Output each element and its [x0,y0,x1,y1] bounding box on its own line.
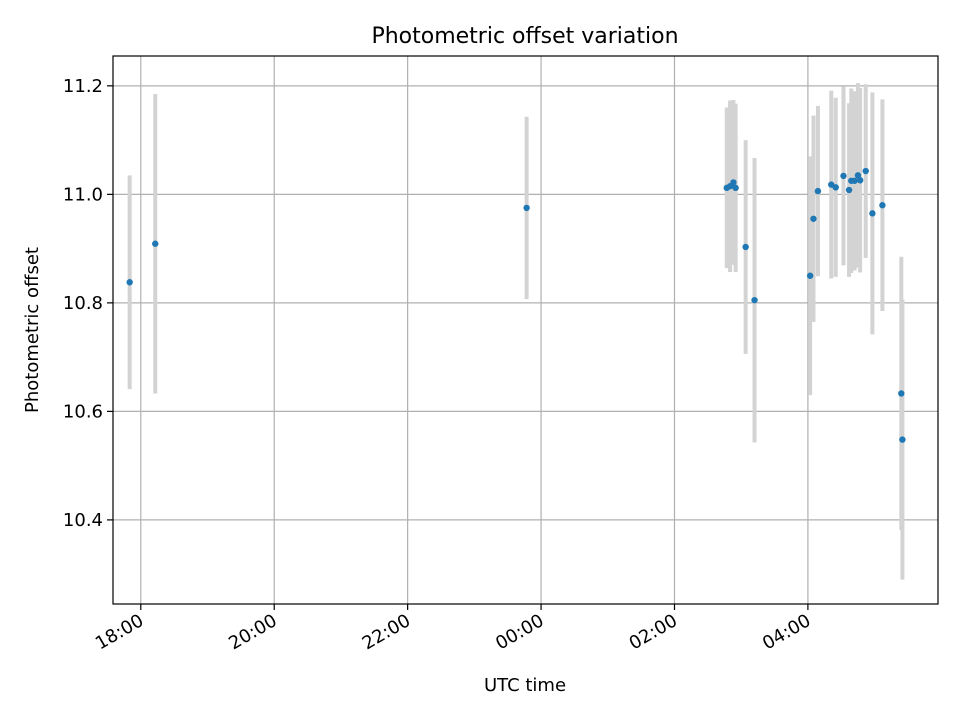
data-point [152,240,159,247]
data-point [810,215,817,222]
data-point [742,243,749,251]
data-point [845,186,853,194]
data-point [806,272,814,279]
x-axis-title: UTC time [484,675,566,696]
chart-title: Photometric offset variation [371,24,678,49]
y-tick-label: 10.4 [63,510,103,531]
y-tick-label: 11.2 [63,76,103,97]
data-point [751,296,758,304]
y-axis: 10.4 10.6 10.8 11.0 11.2 [63,76,113,531]
data-point [879,202,886,209]
data-point [898,390,905,397]
data-point [862,167,869,175]
data-point [856,177,864,184]
y-tick-label: 10.8 [63,293,103,314]
data-points [126,167,906,443]
data-point [523,204,530,212]
data-point [869,210,876,217]
data-point [851,177,858,184]
data-point [730,179,737,186]
data-point [814,187,822,195]
data-point [899,436,906,443]
data-point [732,184,739,192]
y-tick-label: 11.0 [63,184,103,205]
y-axis-title: Photometric offset [22,247,43,413]
data-point [840,172,847,180]
data-point [832,184,839,191]
data-point [126,279,133,286]
y-tick-label: 10.6 [63,401,103,422]
plot-frame [112,55,939,605]
data-point [854,172,862,179]
